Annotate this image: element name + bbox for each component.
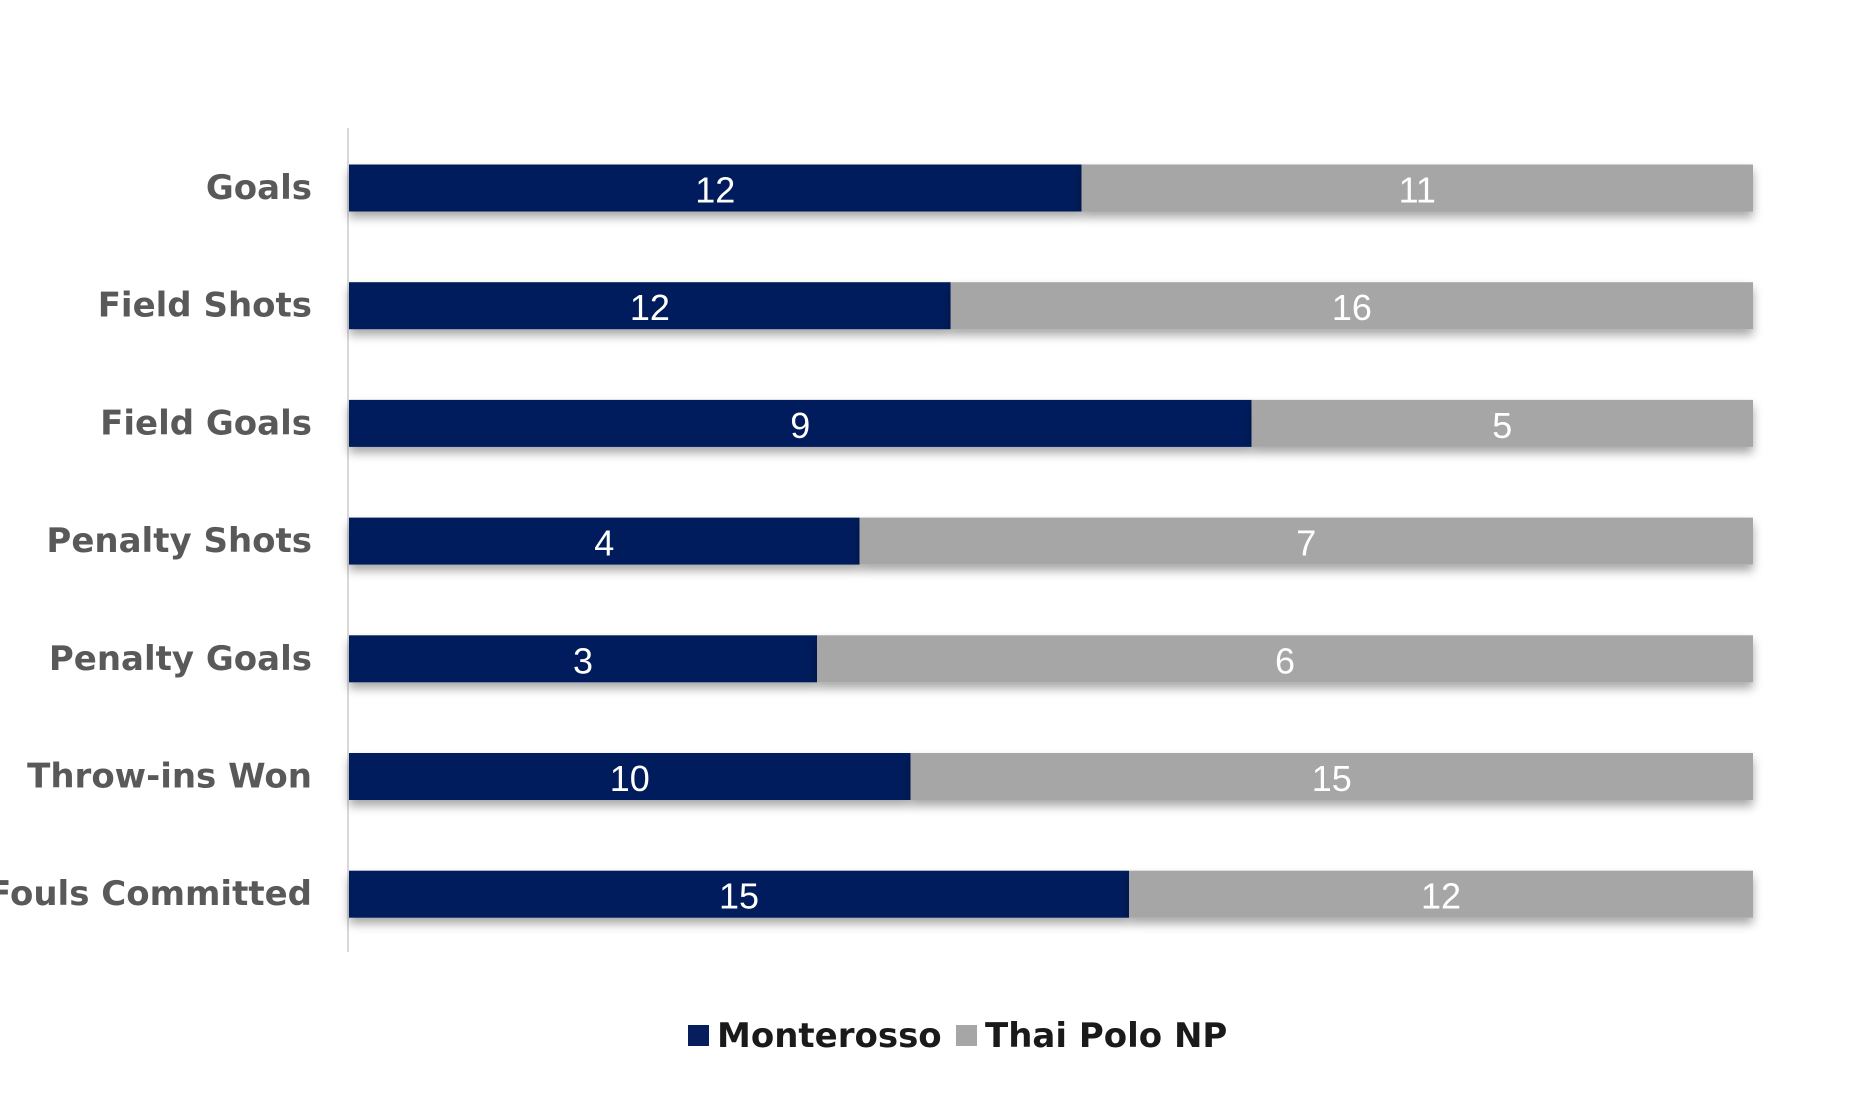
legend-label-thai-polo-np: Thai Polo NP: [985, 1016, 1227, 1056]
legend-label-monterosso: Monterosso: [717, 1016, 942, 1056]
bar-thai-polo-np-penalty-goals: [817, 635, 1753, 683]
data-label-thai-polo-np-penalty-goals: 6: [1275, 640, 1295, 681]
legend-swatch-monterosso: [688, 1025, 709, 1046]
data-label-monterosso-penalty-shots: 4: [594, 523, 614, 564]
category-label-fouls-committed: Fouls Committed: [0, 874, 312, 914]
bar-monterosso-goals: [349, 164, 1082, 212]
bar-monterosso-field-goals: [349, 399, 1252, 447]
bar-thai-polo-np-field-shots: [950, 282, 1753, 330]
bar-monterosso-penalty-goals: [349, 635, 817, 683]
data-label-thai-polo-np-throw-ins-won: 15: [1312, 758, 1352, 799]
bar-thai-polo-np-field-goals: [1251, 399, 1753, 447]
data-label-monterosso-throw-ins-won: 10: [610, 758, 650, 799]
bar-monterosso-penalty-shots: [349, 517, 860, 565]
data-label-thai-polo-np-penalty-shots: 7: [1296, 523, 1316, 564]
legend-swatch-thai-polo-np: [956, 1025, 977, 1046]
legend: Monterosso Thai Polo NP: [688, 1016, 1227, 1056]
bar-thai-polo-np-goals: [1081, 164, 1753, 212]
data-label-thai-polo-np-goals: 11: [1399, 170, 1436, 211]
data-label-monterosso-field-shots: 12: [630, 287, 670, 328]
data-label-thai-polo-np-field-shots: 16: [1332, 287, 1372, 328]
data-label-monterosso-goals: 12: [695, 170, 735, 211]
bar-thai-polo-np-throw-ins-won: [910, 753, 1753, 800]
data-label-thai-polo-np-field-goals: 5: [1492, 405, 1512, 446]
category-label-penalty-goals: Penalty Goals: [49, 639, 312, 679]
data-label-monterosso-fouls-committed: 15: [719, 876, 759, 917]
bars-layer: [349, 164, 1753, 918]
category-label-field-shots: Field Shots: [98, 286, 312, 326]
bar-monterosso-throw-ins-won: [349, 753, 911, 800]
labels-layer: Goals 12 11 Field Shots 12 16 Field Goals 9 5 Pen…: [0, 168, 1512, 917]
bar-monterosso-fouls-committed: [349, 870, 1129, 918]
bar-monterosso-field-shots: [349, 282, 951, 330]
data-label-monterosso-penalty-goals: 3: [573, 640, 593, 681]
bar-thai-polo-np-fouls-committed: [1129, 870, 1753, 918]
data-label-monterosso-field-goals: 9: [790, 405, 810, 446]
data-label-thai-polo-np-fouls-committed: 12: [1421, 876, 1461, 917]
bar-thai-polo-np-penalty-shots: [859, 517, 1753, 565]
category-label-penalty-shots: Penalty Shots: [46, 521, 312, 561]
category-label-throw-ins-won: Throw-ins Won: [27, 757, 312, 797]
category-label-goals: Goals: [206, 168, 312, 208]
category-label-field-goals: Field Goals: [100, 403, 312, 443]
